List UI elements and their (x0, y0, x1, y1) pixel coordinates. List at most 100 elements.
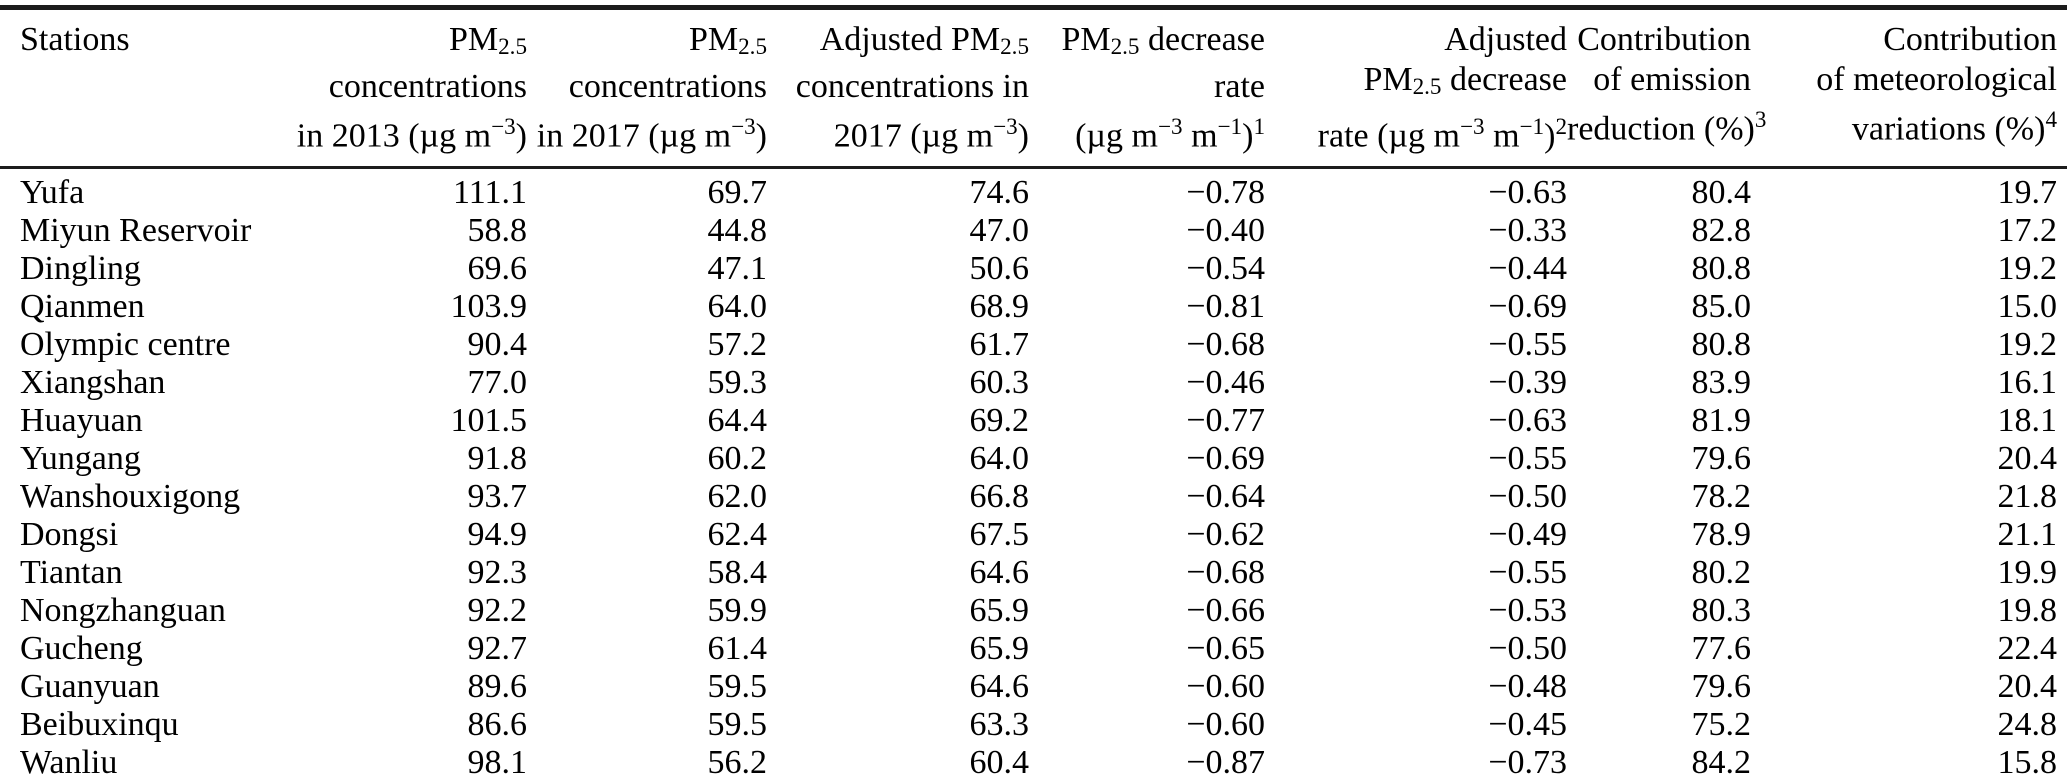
column-header-adjusted-pm25-concentrations-2017: Adjusted PM2.5 concentrations in 2017 (µg … (767, 8, 1029, 168)
station-cell: Olympic centre (20, 325, 231, 363)
table-row: Dingling 69.6 47.1 50.6 −0.54 −0.44 80.8 19.2 (0, 250, 2067, 288)
value-cell: 81.9 (1691, 401, 1752, 439)
table-row: Miyun Reservoir 58.8 44.8 47.0 −0.40 −0.33 82.… (0, 212, 2067, 250)
value-cell: 77.6 (1691, 629, 1752, 667)
value-cell: 58.4 (707, 553, 768, 591)
station-cell: Dingling (20, 249, 141, 287)
value-cell: −0.64 (1186, 477, 1265, 515)
station-cell: Beibuxinqu (20, 705, 179, 743)
value-cell: 47.1 (707, 249, 768, 287)
value-cell: −0.63 (1488, 401, 1567, 439)
value-cell: −0.60 (1186, 667, 1265, 705)
header-line: of meteorological (1816, 61, 2057, 98)
value-cell: −0.48 (1488, 667, 1567, 705)
value-cell: 74.6 (969, 173, 1030, 211)
value-cell: 63.3 (969, 705, 1030, 743)
header-line: Stations (20, 21, 130, 58)
value-cell: −0.55 (1488, 439, 1567, 477)
value-cell: 80.8 (1691, 249, 1752, 287)
value-cell: 80.4 (1691, 173, 1752, 211)
station-cell: Miyun Reservoir (20, 211, 252, 249)
value-cell: −0.87 (1186, 743, 1265, 776)
value-cell: 64.0 (969, 439, 1030, 477)
column-header-contribution-emission-reduction: Contribution of emission reduction (%)3 (1567, 8, 1767, 168)
stations-table: Stations PM2.5 concentrations in 2013 (µg m… (0, 5, 2067, 776)
header-line: concentrations (328, 68, 527, 106)
value-cell: 60.4 (969, 743, 1030, 776)
station-cell: Qianmen (20, 287, 145, 325)
table-row: Olympic centre 90.4 57.2 61.7 −0.68 −0.55 80.8… (0, 326, 2067, 364)
header-line: reduction (%)3 (1567, 107, 1767, 148)
station-cell: Nongzhanguan (20, 591, 226, 629)
value-cell: 98.1 (467, 743, 528, 776)
value-cell: −0.73 (1488, 743, 1567, 776)
value-cell: −0.33 (1488, 211, 1567, 249)
value-cell: 61.7 (969, 325, 1030, 363)
header-line: in 2013 (µg m−3) (296, 114, 527, 155)
value-cell: 85.0 (1691, 287, 1752, 325)
value-cell: −0.78 (1186, 173, 1265, 211)
value-cell: 69.6 (467, 249, 528, 287)
value-cell: 59.5 (707, 667, 768, 705)
value-cell: 69.7 (707, 173, 768, 211)
header-line: concentrations in (795, 68, 1029, 106)
value-cell: −0.68 (1186, 325, 1265, 363)
table-body: Yufa 111.1 69.7 74.6 −0.78 −0.63 80.4 19.7 Miyun… (0, 167, 2067, 776)
value-cell: 80.8 (1691, 325, 1752, 363)
header-line: PM2.5 (448, 21, 527, 61)
station-cell: Yufa (20, 173, 85, 211)
value-cell: 86.6 (467, 705, 528, 743)
value-cell: 50.6 (969, 249, 1030, 287)
value-cell: 16.1 (1997, 363, 2058, 401)
table-row: Qianmen 103.9 64.0 68.9 −0.81 −0.69 85.0 15.0 (0, 288, 2067, 326)
value-cell: 78.9 (1691, 515, 1752, 553)
value-cell: 59.3 (707, 363, 768, 401)
value-cell: 92.2 (467, 591, 528, 629)
value-cell: −0.49 (1488, 515, 1567, 553)
station-cell: Dongsi (20, 515, 119, 553)
value-cell: 19.8 (1997, 591, 2058, 629)
value-cell: −0.62 (1186, 515, 1265, 553)
value-cell: 60.3 (969, 363, 1030, 401)
value-cell: 21.8 (1997, 477, 2058, 515)
table-row: Huayuan 101.5 64.4 69.2 −0.77 −0.63 81.9 18.1 (0, 402, 2067, 440)
value-cell: 92.3 (467, 553, 528, 591)
header-line: variations (%)4 (1851, 107, 2057, 148)
station-cell: Yungang (20, 439, 141, 477)
header-line: rate (µg m−3 m−1)2 (1317, 114, 1567, 155)
value-cell: −0.69 (1488, 287, 1567, 325)
header-line: Contribution (1577, 21, 1751, 58)
table-row: Wanshouxigong 93.7 62.0 66.8 −0.64 −0.50 78.2 2… (0, 478, 2067, 516)
value-cell: −0.55 (1488, 325, 1567, 363)
value-cell: 82.8 (1691, 211, 1752, 249)
value-cell: 75.2 (1691, 705, 1752, 743)
value-cell: 20.4 (1997, 667, 2058, 705)
station-cell: Guanyuan (20, 667, 160, 705)
value-cell: −0.50 (1488, 629, 1567, 667)
header-line: rate (1214, 68, 1265, 106)
value-cell: 68.9 (969, 287, 1030, 325)
station-cell: Tiantan (20, 553, 123, 591)
value-cell: 66.8 (969, 477, 1030, 515)
header-row: Stations PM2.5 concentrations in 2013 (µg m… (0, 8, 2067, 168)
value-cell: 59.9 (707, 591, 768, 629)
value-cell: 15.0 (1997, 287, 2058, 325)
table-row: Yufa 111.1 69.7 74.6 −0.78 −0.63 80.4 19.7 (0, 167, 2067, 212)
value-cell: 18.1 (1997, 401, 2058, 439)
table-row: Gucheng 92.7 61.4 65.9 −0.65 −0.50 77.6 22.4 (0, 630, 2067, 668)
value-cell: −0.39 (1488, 363, 1567, 401)
column-header-pm25-concentrations-2013: PM2.5 concentrations in 2013 (µg m−3) (269, 8, 527, 168)
value-cell: 64.6 (969, 553, 1030, 591)
value-cell: −0.44 (1488, 249, 1567, 287)
header-line: PM2.5 decrease (1363, 61, 1567, 101)
value-cell: 21.1 (1997, 515, 2058, 553)
value-cell: 78.2 (1691, 477, 1752, 515)
table-row: Xiangshan 77.0 59.3 60.3 −0.46 −0.39 83.9 16.1 (0, 364, 2067, 402)
value-cell: −0.45 (1488, 705, 1567, 743)
value-cell: 44.8 (707, 211, 768, 249)
station-cell: Wanliu (20, 743, 118, 776)
value-cell: 61.4 (707, 629, 768, 667)
value-cell: 62.4 (707, 515, 768, 553)
value-cell: −0.69 (1186, 439, 1265, 477)
value-cell: 103.9 (450, 287, 528, 325)
